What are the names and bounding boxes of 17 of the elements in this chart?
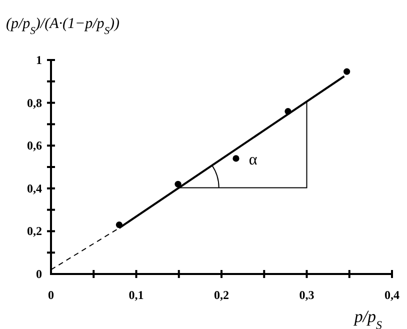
- y-tick-label: 0,2: [27, 224, 42, 238]
- y-tick-label: 1: [36, 53, 42, 67]
- annotation: α: [248, 151, 258, 168]
- y-tick-label: 0,8: [27, 96, 42, 110]
- point: [232, 155, 240, 162]
- x-tick-label: 0,3: [299, 288, 314, 302]
- point: [344, 68, 350, 75]
- y-tick-label: 0,4: [27, 181, 42, 196]
- x-tick-label: 0,2: [214, 288, 229, 302]
- y-tick-label: 0,6: [27, 138, 42, 153]
- x-axis-title: p/p$_{S}$: [353, 307, 382, 329]
- x-tick-label: 0: [48, 288, 54, 302]
- y-axis-title: (p/p$_{S}$)/(A·(1−p/p$_{S}$)): [6, 16, 120, 36]
- x-tick-label: 0,1: [128, 288, 144, 302]
- y-tick-label: 0: [36, 267, 42, 281]
- point: [174, 180, 182, 188]
- x-tick-label: 0,4: [384, 288, 400, 302]
